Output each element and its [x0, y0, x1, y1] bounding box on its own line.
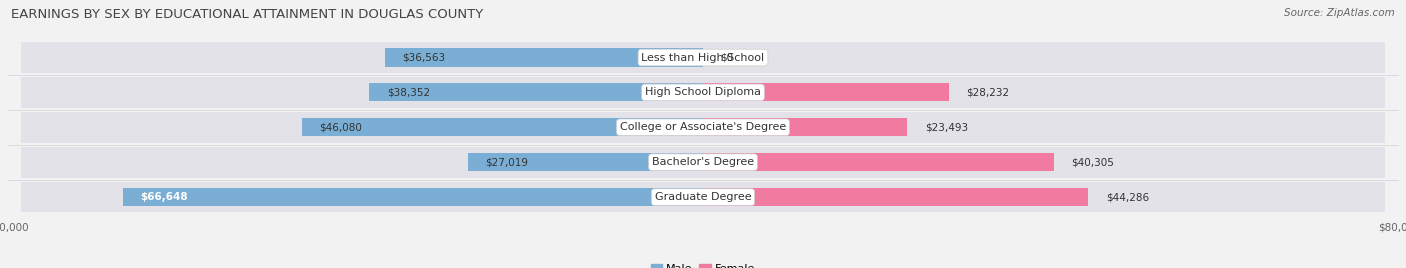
Bar	[703, 118, 907, 136]
Text: EARNINGS BY SEX BY EDUCATIONAL ATTAINMENT IN DOUGLAS COUNTY: EARNINGS BY SEX BY EDUCATIONAL ATTAINMEN…	[11, 8, 484, 21]
Text: $28,232: $28,232	[966, 87, 1010, 97]
Bar	[21, 112, 1385, 143]
Bar	[703, 153, 1053, 171]
Text: $0: $0	[720, 53, 734, 62]
Bar	[468, 153, 703, 171]
Text: High School Diploma: High School Diploma	[645, 87, 761, 97]
Text: Less than High School: Less than High School	[641, 53, 765, 62]
Text: $40,305: $40,305	[1071, 157, 1114, 167]
Bar	[703, 188, 1088, 206]
Legend: Male, Female: Male, Female	[647, 260, 759, 268]
Text: Graduate Degree: Graduate Degree	[655, 192, 751, 202]
Text: $27,019: $27,019	[485, 157, 529, 167]
Bar	[21, 182, 1385, 213]
Bar	[124, 188, 703, 206]
Text: $38,352: $38,352	[387, 87, 430, 97]
Text: $23,493: $23,493	[925, 122, 967, 132]
Text: $66,648: $66,648	[141, 192, 188, 202]
Bar	[302, 118, 703, 136]
Bar	[21, 147, 1385, 177]
Bar	[385, 49, 703, 66]
Text: Source: ZipAtlas.com: Source: ZipAtlas.com	[1284, 8, 1395, 18]
Bar	[21, 77, 1385, 108]
Text: $36,563: $36,563	[402, 53, 446, 62]
Bar	[703, 83, 949, 102]
Text: $46,080: $46,080	[319, 122, 363, 132]
Text: College or Associate's Degree: College or Associate's Degree	[620, 122, 786, 132]
Text: $44,286: $44,286	[1105, 192, 1149, 202]
Text: Bachelor's Degree: Bachelor's Degree	[652, 157, 754, 167]
Bar	[21, 42, 1385, 73]
Bar	[370, 83, 703, 102]
